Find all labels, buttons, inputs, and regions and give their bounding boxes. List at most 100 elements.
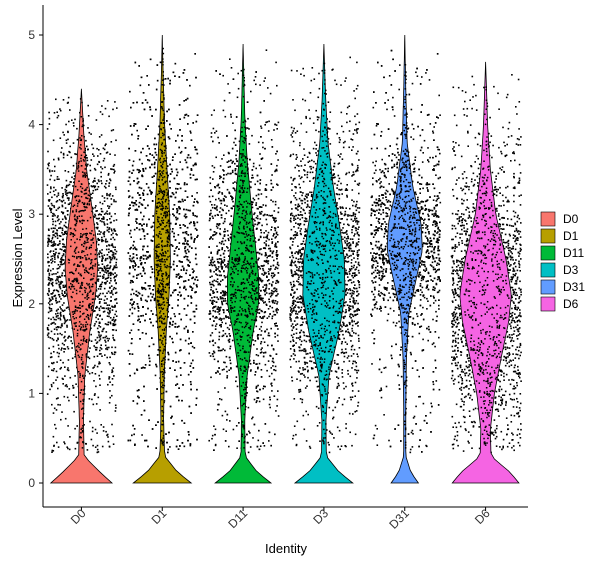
- data-point: [49, 307, 51, 310]
- data-point: [226, 375, 229, 377]
- data-point: [53, 206, 56, 209]
- data-point: [249, 446, 252, 448]
- data-point: [276, 325, 278, 327]
- data-point: [62, 286, 65, 288]
- data-point: [107, 290, 110, 293]
- data-point: [217, 298, 220, 301]
- data-point: [222, 309, 225, 312]
- data-point: [137, 319, 139, 322]
- data-point: [53, 242, 55, 244]
- data-point: [63, 309, 66, 312]
- data-point: [60, 261, 63, 263]
- data-point: [56, 216, 59, 219]
- data-point: [258, 328, 261, 330]
- data-point: [63, 275, 66, 277]
- data-point: [68, 120, 70, 123]
- data-point: [172, 213, 174, 215]
- data-point: [264, 301, 266, 303]
- data-point: [128, 363, 131, 365]
- data-point: [209, 293, 211, 295]
- data-point: [61, 325, 63, 327]
- data-point: [219, 254, 222, 257]
- data-point: [114, 275, 116, 278]
- data-point: [179, 152, 182, 154]
- data-point: [94, 169, 97, 171]
- data-point: [146, 233, 149, 235]
- data-point: [155, 424, 157, 426]
- data-point: [62, 314, 65, 317]
- data-point: [108, 244, 111, 247]
- data-point: [275, 232, 278, 235]
- data-point: [257, 334, 259, 336]
- data-point: [191, 277, 193, 280]
- data-point: [106, 240, 109, 243]
- data-point: [269, 398, 271, 401]
- data-point: [175, 191, 177, 194]
- data-point: [215, 225, 218, 228]
- data-point: [189, 285, 191, 288]
- data-point: [256, 223, 259, 226]
- data-point: [247, 117, 249, 120]
- data-point: [61, 281, 64, 283]
- data-point: [99, 201, 101, 204]
- data-point: [103, 254, 106, 256]
- data-point: [65, 142, 68, 144]
- data-point: [69, 202, 71, 204]
- data-point: [51, 337, 54, 340]
- data-point: [216, 184, 218, 187]
- data-point: [260, 341, 263, 343]
- data-point: [51, 322, 54, 324]
- data-point: [113, 199, 115, 201]
- data-point: [61, 231, 63, 234]
- data-point: [150, 310, 153, 312]
- data-point: [184, 246, 187, 248]
- data-point: [64, 319, 66, 321]
- data-point: [155, 363, 157, 366]
- data-point: [107, 270, 110, 272]
- data-point: [211, 434, 214, 437]
- data-point: [187, 329, 189, 332]
- data-point: [166, 441, 168, 444]
- data-point: [216, 227, 219, 229]
- data-point: [144, 364, 147, 366]
- data-point: [218, 211, 221, 213]
- data-point: [86, 449, 89, 451]
- data-point: [91, 430, 94, 433]
- data-point: [240, 69, 243, 72]
- data-point: [179, 201, 182, 203]
- data-point: [235, 154, 237, 157]
- data-point: [271, 385, 273, 387]
- data-point: [48, 234, 51, 237]
- data-point: [100, 252, 103, 255]
- data-point: [218, 223, 221, 225]
- data-point: [175, 361, 177, 363]
- data-point: [110, 300, 112, 302]
- data-point: [262, 267, 264, 270]
- data-point: [47, 375, 50, 378]
- data-point: [167, 353, 170, 356]
- data-point: [98, 253, 100, 256]
- data-point: [178, 213, 181, 215]
- data-point: [149, 254, 151, 257]
- data-point: [211, 283, 213, 286]
- data-point: [95, 226, 97, 229]
- data-point: [270, 229, 272, 231]
- data-point: [274, 268, 276, 270]
- data-point: [271, 174, 273, 176]
- data-point: [277, 121, 280, 124]
- data-point: [55, 282, 58, 285]
- data-point: [100, 353, 102, 355]
- data-point: [175, 218, 178, 221]
- data-point: [256, 215, 259, 217]
- data-point: [49, 191, 52, 194]
- data-point: [263, 247, 265, 249]
- data-point: [209, 238, 211, 240]
- data-point: [277, 309, 279, 311]
- data-point: [88, 131, 91, 134]
- data-point: [263, 236, 265, 239]
- data-point: [61, 290, 64, 292]
- data-point: [128, 196, 130, 199]
- data-point: [147, 445, 149, 448]
- data-point: [237, 407, 239, 410]
- data-point: [151, 200, 154, 202]
